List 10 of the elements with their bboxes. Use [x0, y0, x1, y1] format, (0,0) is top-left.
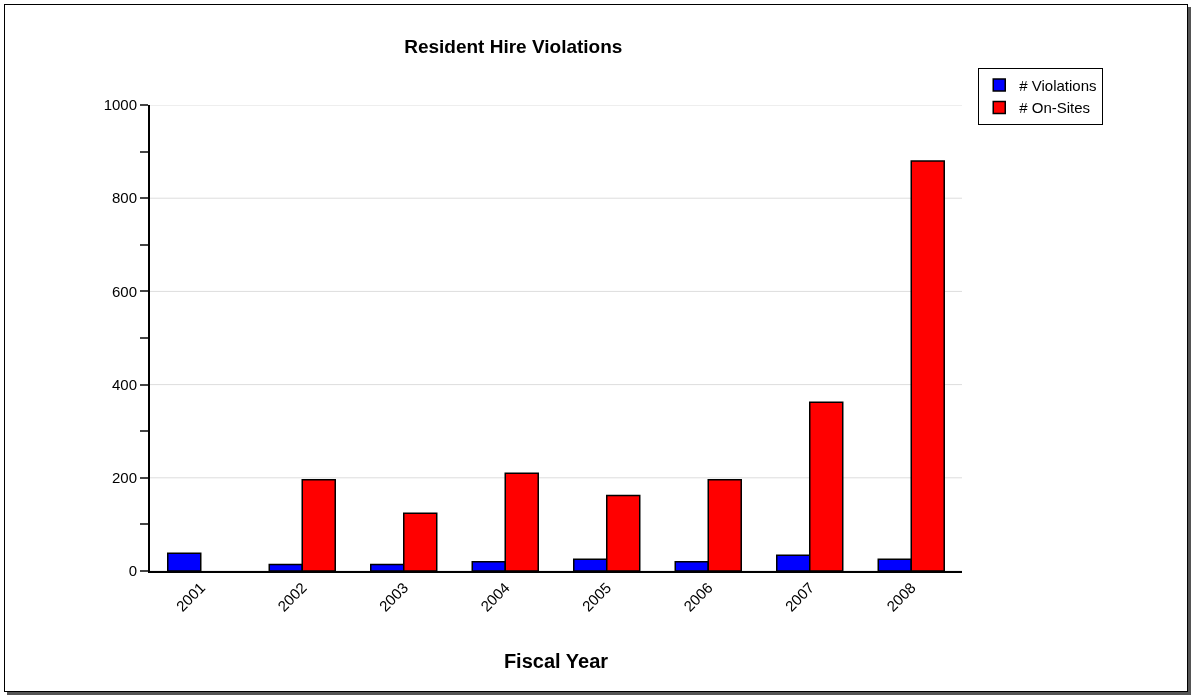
legend-label: # Violations — [1019, 76, 1097, 94]
y-tick-label: 1000 — [103, 96, 137, 114]
y-tick-label: 800 — [111, 189, 137, 207]
legend-label: # On-Sites — [1019, 99, 1091, 117]
y-tick-label: 0 — [128, 562, 137, 580]
y-tick-label: 400 — [111, 375, 137, 393]
chart-title: Resident Hire Violations — [404, 35, 623, 57]
y-tick-label: 600 — [111, 282, 137, 300]
y-tick-label: 200 — [111, 469, 137, 487]
x-axis-title: Fiscal Year — [503, 649, 609, 672]
